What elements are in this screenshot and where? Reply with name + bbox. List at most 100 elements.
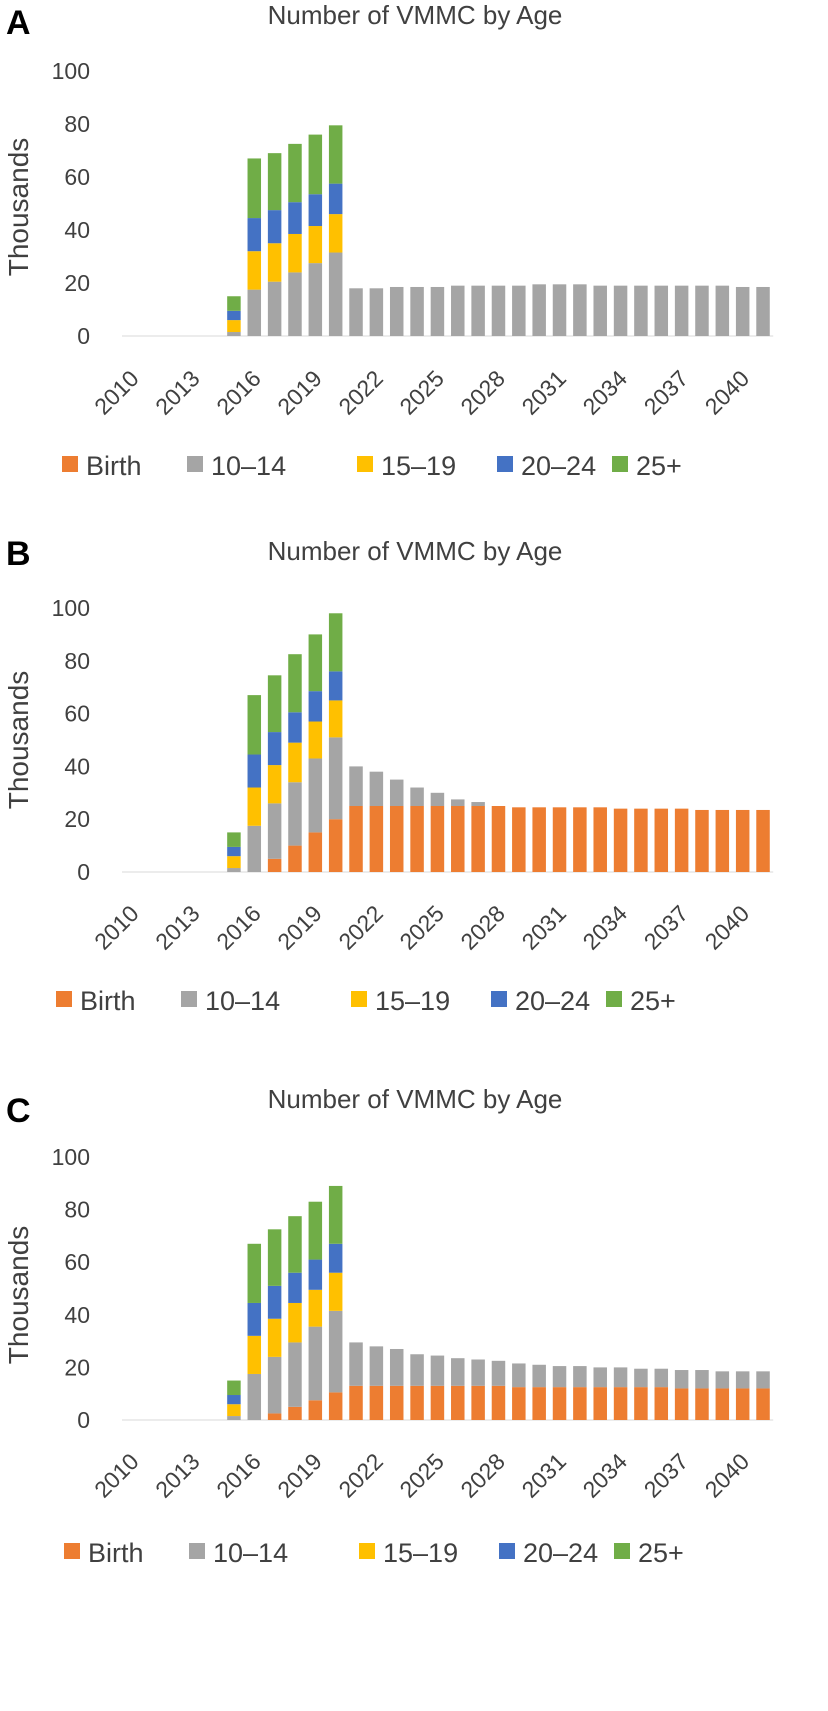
panel-b-bar-2017-4 [267, 675, 282, 733]
panel-b-bar-2029-0 [512, 807, 526, 872]
panel-c-bar-2019-0 [308, 1400, 323, 1420]
panel-a-bar-2020-1 [328, 252, 343, 336]
panel-b-bar-2034-0 [613, 808, 628, 872]
panel-c-bar-2024-1 [410, 1354, 424, 1386]
panel-c-bar-2027-1 [471, 1359, 485, 1386]
panel-a-bar-2033-1 [593, 285, 607, 336]
panel-a-bar-2022-1 [369, 288, 384, 336]
panel-c-bar-2027-0 [471, 1385, 485, 1420]
panel-c-bar-2039-1 [715, 1371, 730, 1389]
panel-c-legend-swatch [359, 1543, 375, 1559]
panel-a-legend-swatch [357, 456, 373, 472]
panel-a-bar-2016-3 [247, 218, 262, 252]
panel-c-bar-2019-1 [308, 1326, 323, 1401]
panel-a-bar-2018-2 [288, 233, 302, 273]
panel-a-xtick-label: 2016 [211, 365, 266, 420]
panel-b-legend-swatch [56, 991, 72, 1007]
panel-a-legend-label: Birth [86, 451, 142, 481]
panel-a-bar-2017-2 [267, 243, 282, 282]
panel-b-letter: B [6, 535, 31, 573]
panel-c-bar-2038-1 [695, 1370, 709, 1389]
panel-b-xtick-label: 2031 [516, 900, 571, 955]
panel-b: B Number of VMMC by Age Thousands 020406… [3, 535, 774, 1016]
panel-a-xtick-label: 2034 [578, 365, 633, 420]
panel-b-bar-2020-3 [328, 671, 343, 701]
panel-a-ytick-label: 20 [64, 270, 90, 296]
panel-b-legend-swatch [351, 991, 367, 1007]
panel-a-ytick-label: 100 [52, 58, 90, 84]
panel-a-bar-2019-1 [308, 263, 323, 336]
panel-b-bar-2015-1 [227, 868, 241, 872]
panel-a-bar-2028-1 [491, 285, 506, 336]
panel-a-bar-2024-1 [410, 286, 424, 336]
panel-c-xtick-label: 2037 [639, 1448, 694, 1503]
panel-a-legend-swatch [612, 456, 628, 472]
panel-a-ytick-label: 0 [77, 323, 90, 349]
panel-c-xtick-label: 2028 [455, 1448, 510, 1503]
panel-a-bar-2015-3 [227, 310, 241, 321]
panel-b-bar-2017-1 [267, 803, 282, 859]
panel-c-bar-2016-4 [247, 1243, 262, 1303]
panel-b-bar-2036-0 [654, 808, 669, 872]
panel-c-bar-2018-1 [288, 1342, 302, 1407]
panel-c-legend-swatch [499, 1543, 515, 1559]
panel-c-bar-2018-2 [288, 1302, 302, 1343]
panel-c-xtick-label: 2022 [333, 1448, 388, 1503]
panel-c-bar-2018-3 [288, 1272, 302, 1303]
panel-c-bar-2036-0 [654, 1387, 669, 1420]
panel-c-ytick-label: 60 [64, 1249, 90, 1275]
panel-b-bar-2021-0 [349, 806, 363, 872]
panel-b-legend-swatch [181, 991, 197, 1007]
panel-b-bar-2018-4 [288, 654, 302, 713]
panel-c-bar-2034-0 [613, 1387, 628, 1420]
panel-b-title: Number of VMMC by Age [268, 536, 563, 566]
panel-b-bar-2033-0 [593, 807, 607, 872]
panel-a-bar-2041-1 [756, 286, 770, 336]
panel-a-ytick-label: 60 [64, 164, 90, 190]
panel-b-bar-2022-0 [369, 806, 384, 872]
panel-a-letter: A [6, 4, 31, 42]
panel-a-legend-label: 10–14 [211, 451, 286, 481]
panel-a-bar-2038-1 [695, 285, 709, 336]
panel-c-bar-2020-0 [328, 1392, 343, 1420]
panel-b-ytick-label: 60 [64, 701, 90, 727]
panel-c-bar-2015-2 [227, 1404, 241, 1417]
panel-b-bar-2016-4 [247, 695, 262, 755]
panel-a-bar-2017-3 [267, 210, 282, 244]
panel-c-bar-2031-0 [552, 1387, 567, 1420]
panel-b-bar-2017-3 [267, 732, 282, 766]
panel-a-ytick-label: 80 [64, 111, 90, 137]
panel-a-bar-2035-1 [634, 285, 648, 336]
panel-a-legend-label: 15–19 [381, 451, 456, 481]
panel-c-bar-2025-1 [430, 1355, 445, 1386]
panel-a-bar-2020-3 [328, 183, 343, 215]
panel-b-legend: Birth 10–14 15–19 20–24 25+ [56, 986, 676, 1016]
panel-b-xtick-label: 2010 [89, 900, 144, 955]
panel-c-legend-swatch [614, 1543, 630, 1559]
panel-a-bar-2021-1 [349, 288, 363, 336]
panel-b-legend-label: 15–19 [375, 986, 450, 1016]
panel-c-bar-2026-1 [451, 1358, 465, 1386]
panel-b-bar-2026-1 [451, 799, 465, 806]
panel-a-bar-2015-1 [227, 332, 241, 336]
panel-c-bar-2038-0 [695, 1388, 709, 1420]
panel-a-bar-2036-1 [654, 285, 669, 336]
panel-a-bar-2019-3 [308, 194, 323, 227]
panel-a-bar-2017-1 [267, 281, 282, 336]
panel-b-bar-2016-3 [247, 754, 262, 788]
panel-b-bar-2020-0 [328, 819, 343, 872]
panel-b-bar-2040-0 [735, 809, 750, 872]
panel-a-ylabel: Thousands [3, 138, 34, 277]
panel-c-bar-2041-0 [756, 1388, 770, 1420]
panel-a-bar-2037-1 [674, 285, 689, 336]
panel-b-bar-2026-0 [451, 806, 465, 872]
panel-b-bar-2017-2 [267, 765, 282, 804]
panel-a-bar-2031-1 [552, 284, 567, 336]
panel-a-bar-2023-1 [389, 286, 404, 336]
panel-b-bar-2027-1 [471, 802, 485, 806]
panel-b-bar-2028-0 [491, 806, 506, 872]
panel-c-legend-label: 15–19 [383, 1538, 458, 1568]
panel-a-legend-label: 20–24 [521, 451, 596, 481]
